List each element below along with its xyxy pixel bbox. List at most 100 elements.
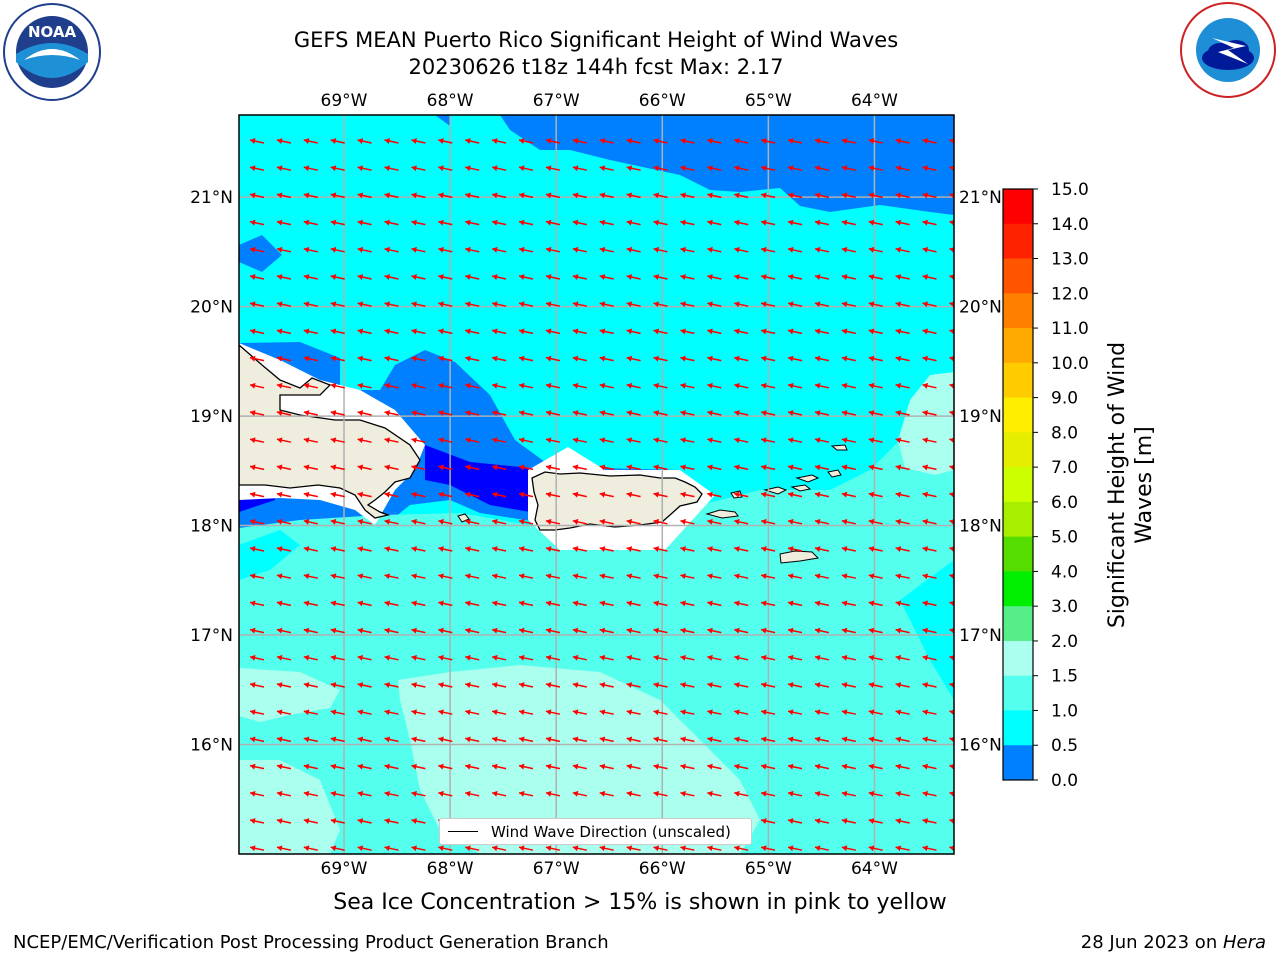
colorbar-tick-label: 10.0 bbox=[1051, 354, 1089, 374]
wave-direction-arrowhead bbox=[519, 546, 525, 552]
wave-direction-arrowhead bbox=[653, 410, 660, 416]
wave-direction-arrowhead bbox=[922, 845, 929, 852]
wave-direction-arrowhead bbox=[761, 165, 767, 172]
wave-direction-arrowhead bbox=[680, 219, 686, 226]
wave-direction-arrowhead bbox=[250, 355, 256, 362]
land-mona-island bbox=[457, 513, 470, 523]
wave-direction-arrowhead bbox=[680, 546, 686, 552]
wave-direction-arrowhead bbox=[814, 518, 821, 525]
wave-direction-arrowhead bbox=[357, 654, 364, 661]
wave-direction-arrowhead bbox=[519, 845, 525, 852]
wave-direction-arrowhead bbox=[707, 382, 713, 389]
wave-direction-arrowhead bbox=[330, 410, 337, 416]
wave-direction-arrowhead bbox=[788, 845, 794, 852]
wave-direction-arrowhead bbox=[841, 246, 848, 253]
wave-direction-arrowhead bbox=[572, 546, 579, 552]
wave-direction-arrowhead bbox=[841, 192, 848, 199]
wave-direction-arrowhead bbox=[276, 192, 283, 199]
wave-direction-arrowhead bbox=[761, 600, 767, 607]
wave-direction-arrowhead bbox=[626, 600, 633, 607]
wave-direction-arrowhead bbox=[761, 219, 767, 226]
wave-direction-arrowhead bbox=[572, 845, 579, 852]
colorbar-tick-label: 0.0 bbox=[1051, 771, 1078, 791]
lon-tick-label: 68°W bbox=[427, 91, 474, 111]
wave-direction-arrowhead bbox=[303, 328, 310, 335]
wave-direction-arrowhead bbox=[841, 464, 848, 471]
wave-direction-arrowhead bbox=[707, 654, 713, 661]
wave-direction-arrowhead bbox=[922, 818, 929, 824]
wave-direction-arrowhead bbox=[545, 410, 552, 416]
wave-direction-arrowhead bbox=[384, 546, 391, 552]
wave-direction-arrowhead bbox=[519, 573, 525, 580]
wave-direction-arrowhead bbox=[303, 382, 310, 389]
wave-direction-arrowhead bbox=[949, 165, 954, 172]
wave-direction-arrowhead bbox=[814, 600, 821, 607]
wave-direction-arrowhead bbox=[250, 763, 256, 770]
wave-direction-arrowhead bbox=[465, 845, 471, 852]
wave-direction-arrowhead bbox=[599, 219, 606, 226]
legend-line-swatch bbox=[448, 831, 478, 832]
wave-direction-arrowhead bbox=[384, 192, 391, 199]
wave-direction-arrowhead bbox=[303, 355, 310, 362]
wave-direction-arrowhead bbox=[572, 464, 579, 471]
wave-direction-arrowhead bbox=[465, 654, 471, 661]
wave-direction-arrowhead bbox=[680, 654, 686, 661]
wave-direction-arrowhead bbox=[707, 328, 713, 335]
wave-direction-arrowhead bbox=[814, 138, 821, 144]
wave-direction-arrowhead bbox=[330, 546, 337, 552]
wave-direction-arrowhead bbox=[250, 328, 256, 335]
wave-direction-arrowhead bbox=[276, 518, 283, 525]
wave-direction-arrowhead bbox=[492, 627, 498, 634]
wave-direction-arrowhead bbox=[303, 600, 310, 607]
wave-direction-arrowhead bbox=[707, 410, 713, 416]
lat-tick-label: 19°N bbox=[190, 407, 233, 427]
wave-direction-arrowhead bbox=[303, 518, 310, 525]
wave-direction-arrowhead bbox=[868, 654, 875, 661]
wave-direction-arrowhead bbox=[841, 763, 848, 770]
wave-direction-arrowhead bbox=[761, 491, 767, 498]
wave-direction-arrowhead bbox=[707, 355, 713, 362]
wave-direction-arrowhead bbox=[465, 600, 471, 607]
wave-direction-arrowhead bbox=[492, 192, 498, 199]
wave-direction-arrowhead bbox=[788, 491, 794, 498]
wave-direction-arrowhead bbox=[761, 274, 767, 280]
wave-direction-arrowhead bbox=[626, 138, 633, 144]
wave-direction-arrowhead bbox=[788, 192, 794, 199]
wave-direction-arrowhead bbox=[276, 818, 283, 824]
wave-direction-arrowhead bbox=[922, 382, 929, 389]
wave-direction-arrowhead bbox=[545, 437, 552, 444]
wave-direction-arrowhead bbox=[841, 627, 848, 634]
wave-direction-arrowhead bbox=[626, 464, 633, 471]
wave-direction-arrowhead bbox=[922, 246, 929, 253]
wave-direction-arrowhead bbox=[841, 301, 848, 308]
wave-direction-arrowhead bbox=[411, 818, 417, 824]
wave-direction-arrowhead bbox=[707, 790, 713, 797]
wave-direction-arrowhead bbox=[734, 736, 740, 743]
wave-direction-arrowhead bbox=[895, 600, 902, 607]
wave-direction-arrowhead bbox=[868, 709, 875, 716]
wave-direction-arrowhead bbox=[276, 219, 283, 226]
wave-direction-arrowhead bbox=[519, 355, 525, 362]
wave-direction-arrowhead bbox=[250, 682, 256, 688]
wave-direction-arrowhead bbox=[545, 328, 552, 335]
wave-direction-arrowhead bbox=[438, 763, 444, 770]
wave-direction-arrowhead bbox=[492, 709, 498, 716]
wave-direction-arrowhead bbox=[492, 138, 498, 144]
land-st-john bbox=[790, 484, 812, 492]
wave-direction-arrowhead bbox=[841, 355, 848, 362]
wave-direction-arrowhead bbox=[626, 410, 633, 416]
colorbar-swatch bbox=[1003, 293, 1033, 329]
wave-direction-arrowhead bbox=[626, 627, 633, 634]
wave-direction-arrowhead bbox=[545, 546, 552, 552]
wave-direction-arrowhead bbox=[653, 736, 660, 743]
wave-direction-arrowhead bbox=[357, 491, 364, 498]
wave-direction-arrowhead bbox=[492, 546, 498, 552]
wave-direction-arrowhead bbox=[250, 301, 256, 308]
wave-direction-arrowhead bbox=[384, 709, 391, 716]
wave-direction-arrowhead bbox=[761, 410, 767, 416]
wave-direction-arrowhead bbox=[761, 818, 767, 824]
wave-direction-arrowhead bbox=[599, 410, 606, 416]
wave-direction-arrowhead bbox=[276, 845, 283, 852]
wave-direction-arrowhead bbox=[653, 600, 660, 607]
wave-direction-arrowhead bbox=[680, 600, 686, 607]
